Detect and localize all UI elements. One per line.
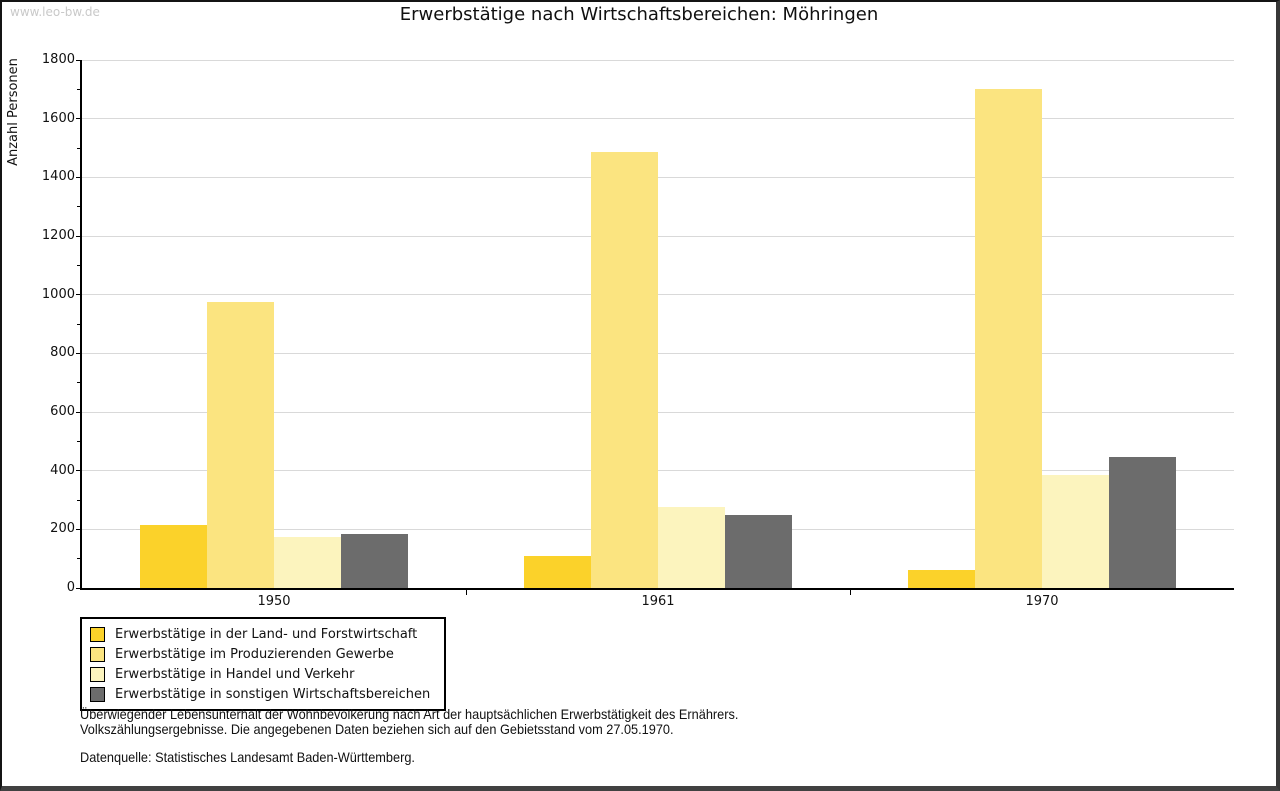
y-gridline — [82, 59, 1234, 61]
x-tick-label-1950: 1950 — [257, 594, 291, 609]
y-major-tick — [76, 59, 80, 61]
y-minor-tick — [77, 323, 80, 325]
legend-label: Erwerbstätige in der Land- und Forstwirt… — [115, 626, 418, 642]
y-tick-label: 800 — [50, 345, 75, 361]
chart-title: Erwerbstätige nach Wirtschaftsbereichen:… — [399, 4, 879, 25]
y-tick-label: 1400 — [41, 169, 75, 185]
y-tick-label: 0 — [66, 580, 75, 595]
y-minor-tick — [77, 558, 80, 560]
bar — [908, 570, 975, 588]
legend-swatch-sonstige-wirtschaftsbereiche — [90, 686, 105, 702]
y-gridline — [82, 411, 1234, 413]
bar — [140, 524, 207, 588]
y-major-tick — [76, 470, 80, 472]
y-minor-tick — [77, 382, 80, 384]
y-minor-tick — [77, 88, 80, 90]
x-tick — [849, 588, 851, 595]
y-minor-tick — [77, 440, 80, 442]
y-major-tick — [76, 411, 80, 413]
y-minor-tick — [77, 206, 80, 208]
y-gridline — [82, 118, 1234, 120]
footnote-line: Volkszählungsergebnisse. Die angegebenen… — [80, 720, 674, 737]
y-tick-label: 200 — [50, 521, 75, 537]
y-major-tick — [76, 587, 80, 589]
y-tick-label: 1200 — [41, 228, 75, 243]
legend-item: Erwerbstätige im Produzierenden Gewerbe — [90, 644, 430, 664]
bar — [1042, 475, 1109, 588]
bar — [725, 514, 792, 588]
y-gridline — [82, 176, 1234, 178]
bar — [1109, 457, 1176, 588]
legend-swatch-handel-verkehr — [90, 666, 105, 682]
y-minor-tick — [77, 499, 80, 501]
footnote-line: Überwiegender Lebensunterhalt der Wohnbe… — [80, 706, 739, 722]
y-major-tick — [76, 235, 80, 237]
x-tick-label-1970: 1970 — [1025, 594, 1059, 609]
bar — [658, 507, 725, 588]
y-minor-tick — [77, 147, 80, 149]
x-tick — [465, 588, 467, 595]
y-gridline — [82, 352, 1234, 354]
legend-item: Erwerbstätige in Handel und Verkehr — [90, 664, 430, 684]
legend-swatch-produzierendes-gewerbe — [90, 646, 105, 662]
y-gridline — [82, 235, 1234, 237]
legend-item: Erwerbstätige in der Land- und Forstwirt… — [90, 624, 430, 644]
plot-area: 1950 1961 1970 0 200 400 600 800 1000 1200 1400… — [42, 52, 1234, 609]
y-major-tick — [76, 118, 80, 120]
legend-label: Erwerbstätige in Handel und Verkehr — [115, 666, 355, 682]
bar — [207, 302, 274, 588]
legend-label: Erwerbstätige im Produzierenden Gewerbe — [115, 646, 394, 662]
y-axis-title: Anzahl Personen — [6, 58, 21, 166]
bar — [341, 533, 408, 588]
y-tick-label: 400 — [50, 462, 75, 478]
legend: Erwerbstätige in der Land- und Forstwirt… — [80, 617, 447, 711]
footnote-block: Überwiegender Lebensunterhalt der Wohnbe… — [80, 707, 738, 736]
y-gridline — [82, 294, 1234, 296]
y-major-tick — [76, 528, 80, 530]
data-source: Datenquelle: Statistisches Landesamt Bad… — [80, 749, 415, 765]
y-tick-label: 1600 — [41, 110, 75, 126]
bar — [524, 555, 591, 588]
y-major-tick — [76, 294, 80, 296]
legend-item: Erwerbstätige in sonstigen Wirtschaftsbe… — [90, 684, 430, 704]
legend-swatch-land-forstwirtschaft — [90, 626, 105, 642]
bar — [591, 152, 658, 588]
bar — [274, 536, 341, 588]
y-gridline — [82, 470, 1234, 472]
watermark: www.leo-bw.de — [10, 5, 100, 19]
y-major-tick — [76, 176, 80, 178]
bar — [975, 89, 1042, 588]
y-major-tick — [76, 352, 80, 354]
y-minor-tick — [77, 264, 80, 266]
y-tick-label: 1800 — [41, 52, 75, 67]
legend-label: Erwerbstätige in sonstigen Wirtschaftsbe… — [115, 686, 431, 702]
x-tick-label-1961: 1961 — [641, 594, 675, 609]
y-tick-label: 600 — [50, 404, 75, 419]
y-tick-label: 1000 — [41, 286, 75, 302]
